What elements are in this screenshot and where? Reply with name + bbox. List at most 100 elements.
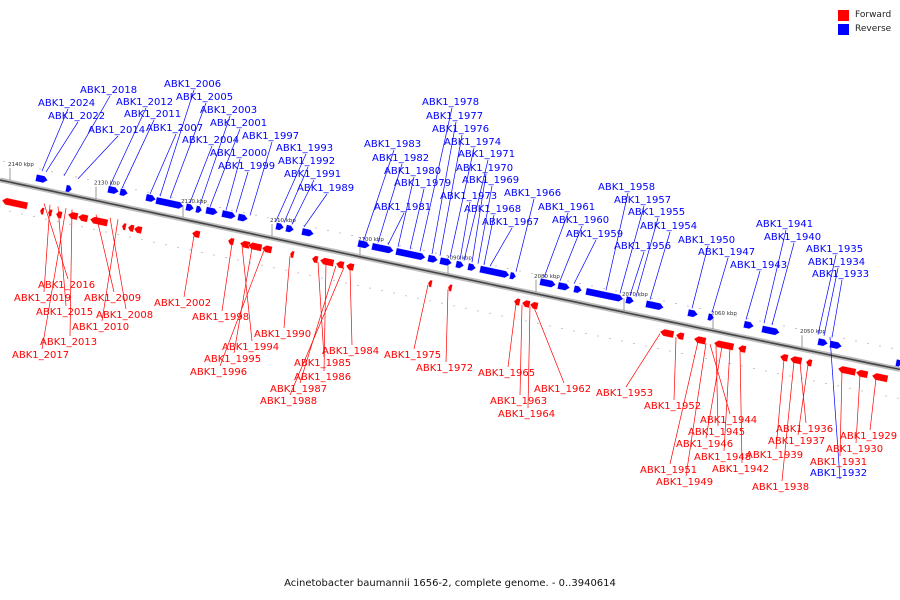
gene-leader-line [431, 121, 457, 255]
reverse-swatch [838, 23, 849, 35]
gene-arrow-shape [239, 240, 251, 249]
gene-leader-line [349, 268, 353, 346]
forward-gene-label: ABK1_1951 [640, 465, 697, 476]
gene-leader-line [419, 107, 453, 252]
forward-gene-arrow [871, 372, 889, 383]
forward-gene-arrow [121, 222, 127, 231]
forward-gene-arrow [191, 230, 201, 239]
reverse-gene-label: ABK1_1979 [394, 178, 451, 189]
reverse-gene-arrow [35, 174, 48, 183]
gene-arrow-shape [761, 325, 780, 336]
gene-arrow-shape [427, 279, 433, 288]
forward-gene-arrow [805, 358, 813, 367]
reverse-gene-label: ABK1_1999 [218, 161, 275, 172]
reverse-gene-label: ABK1_1989 [297, 183, 354, 194]
reverse-gene-arrow [195, 205, 203, 214]
gene-labels: ABK1_2024ABK1_2022ABK1_2018ABK1_2014ABK1… [12, 79, 897, 493]
gene-arrow-shape [529, 301, 539, 310]
forward-gene-arrow [39, 207, 45, 216]
gene-leader-line [289, 267, 345, 396]
reverse-gene-arrow [285, 224, 295, 233]
gene-arrow-shape [237, 213, 249, 222]
forward-gene-label: ABK1_2015 [36, 307, 93, 318]
gene-leader-line [515, 198, 535, 272]
forward-gene-arrow [521, 300, 531, 309]
reverse-gene-label: ABK1_2003 [200, 105, 257, 116]
reverse-gene-label: ABK1_1970 [456, 163, 513, 174]
gene-arrow-shape [779, 353, 789, 362]
reverse-gene-arrow [455, 260, 465, 269]
forward-gene-label: ABK1_1990 [254, 329, 311, 340]
genome-caption: Acinetobacter baumannii 1656-2, complete… [284, 578, 616, 589]
gene-leader-line [673, 337, 677, 401]
gene-arrow-shape [345, 262, 355, 272]
reverse-gene-arrow [237, 213, 249, 222]
reverse-gene-arrow [395, 247, 426, 261]
gene-leader-line [489, 227, 513, 267]
gene-arrow-shape [221, 209, 236, 220]
gene-leader-line [57, 206, 67, 307]
forward-gene-arrow [779, 353, 789, 362]
reverse-gene-label: ABK1_1968 [464, 204, 521, 215]
gene-leader-line [363, 149, 395, 240]
gene-leader-line [121, 119, 155, 189]
gene-leader-line [445, 289, 449, 363]
reverse-gene-label: ABK1_2014 [88, 125, 145, 136]
forward-gene-arrow [127, 224, 135, 233]
forward-gene-label: ABK1_1996 [190, 367, 247, 378]
forward-gene-arrow [261, 245, 273, 254]
gene-leader-line [219, 250, 265, 367]
gene-arrow-shape [227, 237, 235, 246]
gene-arrow-shape [107, 185, 119, 195]
reverse-gene-arrow [301, 227, 314, 237]
kbp-tick-label: 2130 kbp [94, 181, 120, 187]
gene-arrow-shape [427, 254, 439, 263]
reverse-gene-arrow [743, 320, 755, 329]
reverse-gene-label: ABK1_2005 [176, 92, 233, 103]
forward-gene-arrow [713, 340, 735, 351]
gene-arrow-shape [357, 239, 370, 249]
forward-gene-label: ABK1_1963 [490, 396, 547, 407]
gene-leader-line [109, 107, 147, 186]
gene-arrow-shape [185, 203, 195, 212]
forward-gene-label: ABK1_1937 [768, 436, 825, 447]
reverse-gene-label: ABK1_1950 [678, 235, 735, 246]
gene-arrow-shape [693, 336, 707, 345]
gene-arrow-shape [455, 260, 465, 269]
gene-leader-line [69, 209, 73, 337]
reverse-gene-arrow [539, 278, 556, 288]
gene-leader-line [691, 245, 709, 309]
reverse-gene-label: ABK1_2006 [164, 79, 221, 90]
forward-gene-arrow [67, 211, 79, 221]
gene-arrow-shape [439, 257, 452, 266]
forward-gene-label: ABK1_1949 [656, 477, 713, 488]
gene-leader-line [471, 173, 487, 263]
reverse-gene-arrow [119, 188, 129, 197]
gene-leader-line [283, 166, 309, 223]
gene-leader-line [745, 270, 761, 320]
forward-gene-label: ABK1_2009 [84, 293, 141, 304]
reverse-gene-label: ABK1_1982 [372, 153, 429, 164]
gene-arrow-shape [89, 216, 109, 227]
kbp-tick-label: 2080 kbp [534, 274, 560, 280]
gene-leader-line [387, 212, 405, 245]
reverse-gene-arrow [357, 239, 370, 249]
gene-leader-line [775, 359, 785, 450]
reverse-gene-label: ABK1_1961 [538, 202, 595, 213]
gene-arrow-shape [855, 369, 869, 379]
legend-label-reverse: Reverse [855, 24, 892, 34]
reverse-gene-label: ABK1_1969 [462, 175, 519, 186]
gene-arrow-shape [1, 197, 29, 210]
gene-leader-line [77, 135, 119, 179]
reverse-gene-arrow [625, 296, 635, 305]
gene-arrow-shape [829, 340, 842, 350]
gene-arrow-shape [585, 287, 624, 302]
gene-leader-line [199, 115, 231, 205]
forward-gene-label: ABK1_1946 [676, 439, 733, 450]
reverse-gene-label: ABK1_1935 [806, 244, 863, 255]
reverse-gene-arrow [145, 193, 157, 203]
reverse-gene-label: ABK1_2000 [210, 148, 267, 159]
reverse-gene-label: ABK1_2011 [124, 109, 181, 120]
reverse-gene-label: ABK1_2007 [146, 123, 203, 134]
gene-leader-line [477, 185, 493, 264]
